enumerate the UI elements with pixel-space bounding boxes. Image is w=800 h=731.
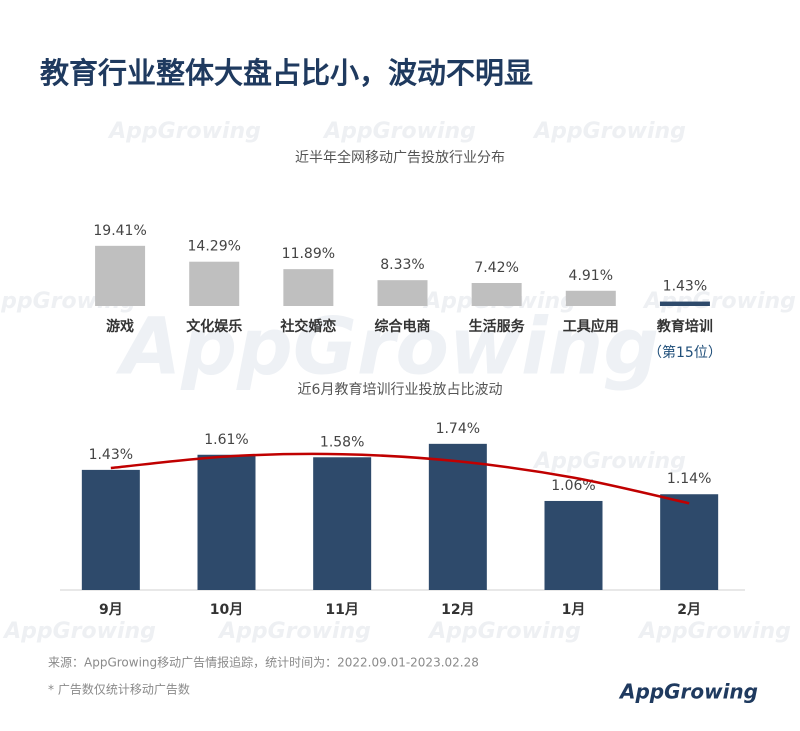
- category-label: 综合电商: [375, 318, 431, 335]
- watermark: AppGrowing: [637, 619, 791, 644]
- category-label: 工具应用: [563, 318, 619, 335]
- watermark: AppGrowing: [532, 449, 686, 474]
- watermark: AppGrowing: [217, 619, 371, 644]
- bar: [565, 290, 616, 306]
- bar: [428, 443, 487, 590]
- category-label: 10月: [210, 602, 243, 618]
- value-label: 1.14%: [667, 471, 711, 487]
- bar: [660, 494, 719, 590]
- bar: [189, 261, 240, 306]
- category-label: 11月: [325, 602, 358, 618]
- value-label: 1.43%: [663, 279, 707, 295]
- watermark: AppGrowing: [107, 119, 261, 144]
- value-label: 1.74%: [436, 421, 480, 437]
- value-label: 8.33%: [380, 257, 424, 273]
- watermark: AppGrowing: [322, 119, 476, 144]
- category-label: 生活服务: [469, 318, 526, 335]
- category-label: 2月: [677, 602, 701, 618]
- value-label: 4.91%: [569, 268, 613, 284]
- category-label: 1月: [562, 602, 586, 618]
- value-label: 11.89%: [282, 246, 335, 262]
- value-label: 1.61%: [204, 432, 248, 448]
- category-label: 社交婚恋: [279, 318, 336, 335]
- bar: [544, 500, 603, 590]
- category-label: 游戏: [106, 318, 134, 335]
- bar: [81, 469, 140, 590]
- chart-title: 近半年全网移动广告投放行业分布: [295, 149, 505, 166]
- category-label: 9月: [99, 602, 123, 618]
- value-label: 19.41%: [93, 223, 146, 239]
- bar: [197, 454, 256, 590]
- trend-line: [110, 452, 690, 505]
- annotation: （第15位）: [648, 344, 722, 361]
- bar: [313, 457, 372, 590]
- bar: [95, 245, 146, 306]
- value-label: 1.58%: [320, 434, 364, 450]
- source-note: 来源：AppGrowing移动广告情报追踪，统计时间为：2022.09.01-2…: [48, 655, 479, 670]
- bar: [283, 269, 334, 306]
- value-label: 7.42%: [474, 260, 518, 276]
- watermark: AppGrowing: [115, 302, 659, 392]
- chart-title: 近6月教育培训行业投放占比波动: [298, 382, 503, 398]
- value-label: 1.06%: [551, 478, 595, 494]
- logo: AppGrowing: [618, 680, 758, 704]
- value-label: 14.29%: [188, 239, 241, 255]
- bar: [659, 301, 710, 306]
- watermark: AppGrowing: [2, 619, 156, 644]
- watermark: AppGrowing: [642, 289, 796, 314]
- category-label: 教育培训: [657, 318, 713, 335]
- footnote: * 广告数仅统计移动广告数: [48, 682, 190, 697]
- watermarks: AppGrowingAppGrowingAppGrowingAppGrowing…: [0, 119, 796, 644]
- category-label: 文化娱乐: [186, 318, 242, 335]
- category-label: 12月: [441, 602, 474, 618]
- watermark: AppGrowing: [532, 119, 686, 144]
- watermark: AppGrowing: [427, 619, 581, 644]
- bar: [471, 282, 522, 306]
- value-label: 1.43%: [89, 447, 133, 463]
- bar: [377, 280, 428, 306]
- page-title: 教育行业整体大盘占比小，波动不明显: [40, 56, 533, 90]
